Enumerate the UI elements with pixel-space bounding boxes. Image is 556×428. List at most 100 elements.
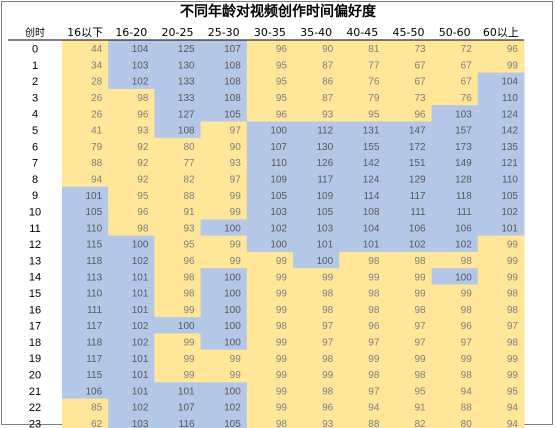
heatmap-cell bbox=[62, 333, 109, 351]
cell-value: 98 bbox=[137, 223, 149, 234]
cell-value: 105 bbox=[224, 109, 241, 120]
heatmap-cell bbox=[200, 398, 248, 416]
heatmap-cell bbox=[339, 186, 386, 204]
cell-value: 106 bbox=[455, 223, 472, 234]
heatmap-cell bbox=[246, 203, 294, 220]
cell-value: 94 bbox=[91, 175, 103, 186]
heatmap-cell bbox=[200, 40, 248, 57]
heatmap-cell bbox=[385, 268, 433, 285]
heatmap-cell bbox=[339, 366, 386, 383]
heatmap-cell bbox=[154, 40, 202, 57]
cell-value: 101 bbox=[132, 305, 149, 316]
cell-value: 118 bbox=[86, 256, 102, 267]
heatmap-cell bbox=[200, 154, 248, 171]
cell-value: 99 bbox=[183, 370, 195, 381]
heatmap-cell bbox=[477, 40, 525, 57]
cell-value: 67 bbox=[414, 60, 426, 71]
cell-value: 131 bbox=[363, 126, 380, 137]
heatmap-cell bbox=[62, 88, 109, 106]
cell-value: 99 bbox=[461, 289, 473, 300]
cell-value: 112 bbox=[317, 126, 333, 137]
cell-value: 100 bbox=[224, 321, 241, 332]
cell-value: 101 bbox=[132, 289, 149, 300]
heatmap-cell bbox=[293, 317, 340, 334]
heatmap-cell bbox=[431, 219, 479, 237]
cell-value: 34 bbox=[91, 60, 103, 71]
heatmap-cell bbox=[477, 349, 525, 367]
heatmap-cell bbox=[246, 154, 294, 171]
heatmap-cell bbox=[200, 317, 248, 334]
cell-value: 98 bbox=[368, 370, 380, 381]
cell-value: 81 bbox=[368, 44, 380, 55]
cell-value: 62 bbox=[91, 419, 103, 428]
heatmap-cell bbox=[339, 56, 386, 74]
heatmap-cell bbox=[339, 414, 386, 428]
heatmap-cell bbox=[477, 382, 525, 400]
cell-value: 100 bbox=[224, 223, 241, 234]
cell-value: 98 bbox=[137, 93, 149, 104]
row-label: 8 bbox=[32, 174, 38, 186]
heatmap-cell bbox=[339, 284, 386, 302]
heatmap-cell bbox=[108, 56, 155, 74]
cell-value: 96 bbox=[137, 109, 149, 120]
heatmap-cell bbox=[477, 268, 525, 285]
row-label: 21 bbox=[29, 386, 41, 398]
heatmap-cell bbox=[200, 414, 248, 428]
cell-value: 99 bbox=[230, 256, 242, 267]
cell-value: 117 bbox=[86, 321, 102, 332]
heatmap-cell bbox=[200, 300, 248, 318]
cell-value: 118 bbox=[86, 338, 102, 349]
cell-value: 107 bbox=[270, 142, 287, 153]
heatmap-cell bbox=[200, 72, 248, 90]
heatmap-cell bbox=[293, 268, 340, 285]
cell-value: 73 bbox=[414, 93, 426, 104]
cell-value: 105 bbox=[224, 419, 241, 428]
heatmap-cell bbox=[246, 170, 294, 188]
heatmap-cell bbox=[246, 382, 294, 400]
heatmap-cell bbox=[293, 349, 340, 367]
column-header: 60以上 bbox=[483, 26, 519, 39]
cell-value: 126 bbox=[317, 158, 334, 169]
heatmap-cell bbox=[200, 121, 248, 139]
heatmap-cell bbox=[108, 219, 155, 237]
heatmap-cell bbox=[339, 170, 386, 188]
heatmap-cell bbox=[339, 137, 386, 155]
cell-value: 121 bbox=[501, 158, 518, 169]
cell-value: 91 bbox=[183, 207, 195, 218]
heatmap-cell bbox=[431, 203, 479, 220]
cell-value: 111 bbox=[87, 305, 103, 316]
heatmap-cell bbox=[62, 284, 109, 302]
cell-value: 108 bbox=[363, 207, 380, 218]
heatmap-cell bbox=[154, 121, 202, 139]
heatmap-cell bbox=[200, 235, 248, 253]
heatmap-cell bbox=[385, 398, 433, 416]
column-header: 35-40 bbox=[300, 26, 332, 39]
cell-value: 130 bbox=[178, 60, 195, 71]
row-header-label: 创时 bbox=[25, 26, 45, 39]
cell-value: 85 bbox=[91, 403, 103, 414]
heatmap-cell bbox=[154, 137, 202, 155]
cell-value: 103 bbox=[132, 419, 149, 428]
cell-value: 129 bbox=[409, 175, 426, 186]
cell-value: 94 bbox=[507, 419, 519, 428]
heatmap-cell bbox=[108, 137, 155, 155]
heatmap-cell bbox=[385, 333, 433, 351]
heatmap-cell bbox=[385, 186, 433, 204]
cell-value: 98 bbox=[322, 305, 334, 316]
cell-value: 124 bbox=[363, 175, 380, 186]
heatmap-cell bbox=[477, 333, 525, 351]
heatmap-cell bbox=[246, 56, 294, 74]
heatmap-cell bbox=[431, 317, 479, 334]
heatmap-cell bbox=[477, 219, 525, 237]
heatmap-cell bbox=[154, 366, 202, 383]
cell-value: 117 bbox=[410, 191, 426, 202]
cell-value: 117 bbox=[317, 175, 333, 186]
cell-value: 98 bbox=[183, 289, 195, 300]
cell-value: 97 bbox=[230, 175, 242, 186]
cell-value: 98 bbox=[368, 256, 380, 267]
heatmap-cell bbox=[154, 268, 202, 285]
cell-value: 100 bbox=[455, 272, 472, 283]
cell-value: 97 bbox=[368, 386, 380, 397]
cell-value: 101 bbox=[132, 386, 149, 397]
cell-value: 102 bbox=[270, 223, 287, 234]
